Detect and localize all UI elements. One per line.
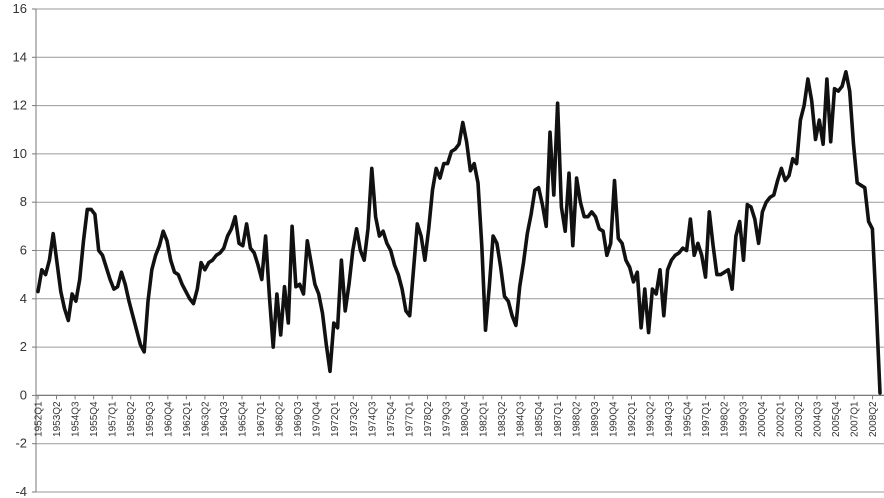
x-tick-label: 1997Q1	[701, 401, 712, 437]
x-tick-label: 1970Q4	[312, 401, 323, 437]
x-tick-label: 1987Q1	[553, 401, 564, 437]
x-tick-label: 2003Q2	[794, 401, 805, 437]
x-tick-label: 1952Q1	[34, 401, 45, 437]
x-tick-label: 1955Q4	[89, 401, 100, 437]
x-tick-label: 1979Q3	[442, 401, 453, 437]
x-tick-label: 1999Q3	[738, 401, 749, 437]
x-tick-label: 1965Q4	[238, 401, 249, 437]
x-tick-label: 1977Q1	[404, 401, 415, 437]
x-tick-label: 1998Q2	[720, 401, 731, 437]
x-tick-label: 1980Q4	[460, 401, 471, 437]
x-tick-label: 1969Q3	[293, 401, 304, 437]
x-tick-label: 1962Q1	[182, 401, 193, 437]
x-tick-label: 1975Q4	[386, 401, 397, 437]
y-axis-tick-labels: -4 -2 0 2 4 6 8 10 12 14 16	[13, 1, 27, 498]
x-tick-label: 1989Q3	[590, 401, 601, 437]
x-tick-label: 1972Q1	[330, 401, 341, 437]
x-tick-label: 1958Q2	[126, 401, 137, 437]
x-tick-label: 2007Q1	[850, 401, 861, 437]
x-tick-label: 1992Q1	[627, 401, 638, 437]
x-tick-label: 1993Q2	[646, 401, 657, 437]
x-tick-label: 2008Q2	[868, 401, 879, 437]
y-tick-label: 14	[13, 49, 27, 64]
x-tick-label: 1974Q3	[367, 401, 378, 437]
x-tick-label: 1983Q2	[497, 401, 508, 437]
x-tick-label: 1953Q2	[52, 401, 63, 437]
y-tick-label: 6	[20, 243, 27, 258]
x-tick-label: 1984Q3	[516, 401, 527, 437]
y-tick-label: 8	[20, 194, 27, 209]
y-tick-label: 12	[13, 98, 27, 113]
axes	[35, 9, 884, 492]
x-tick-label: 1959Q3	[145, 401, 156, 437]
x-tick-label: 1988Q2	[571, 401, 582, 437]
x-tick-label: 1960Q4	[163, 401, 174, 437]
y-tick-label: 2	[20, 339, 27, 354]
x-tick-label: 1954Q3	[71, 401, 82, 437]
x-tick-label: 1957Q1	[108, 401, 119, 437]
x-tick-label: 1964Q3	[219, 401, 230, 437]
x-tick-label: 1963Q2	[200, 401, 211, 437]
x-tick-label: 2002Q1	[775, 401, 786, 437]
x-tick-label: 1995Q4	[683, 401, 694, 437]
y-tick-label: -4	[15, 484, 27, 498]
y-tick-label: -2	[15, 436, 27, 451]
series-layer	[36, 70, 882, 395]
x-tick-label: 2004Q3	[812, 401, 823, 437]
y-tick-label: 4	[20, 291, 27, 306]
x-tick-label: 2005Q4	[831, 401, 842, 437]
x-tick-label: 1982Q1	[479, 401, 490, 437]
series-line	[36, 70, 882, 395]
x-tick-label: 1994Q3	[664, 401, 675, 437]
x-axis-tick-labels: 1952Q1 1953Q2 1954Q3 1955Q4 1957Q1 1958Q2 1959…	[34, 401, 880, 437]
x-tick-label: 2000Q4	[757, 401, 768, 437]
y-tick-label: 16	[13, 1, 27, 16]
x-tick-label: 1967Q1	[256, 401, 267, 437]
x-tick-label: 1978Q2	[423, 401, 434, 437]
x-tick-label: 1985Q4	[534, 401, 545, 437]
x-tick-label: 1990Q4	[608, 401, 619, 437]
x-tick-label: 1973Q2	[349, 401, 360, 437]
x-tick-label: 1968Q2	[275, 401, 286, 437]
y-tick-label: 10	[13, 146, 27, 161]
y-tick-label: 0	[20, 387, 27, 402]
